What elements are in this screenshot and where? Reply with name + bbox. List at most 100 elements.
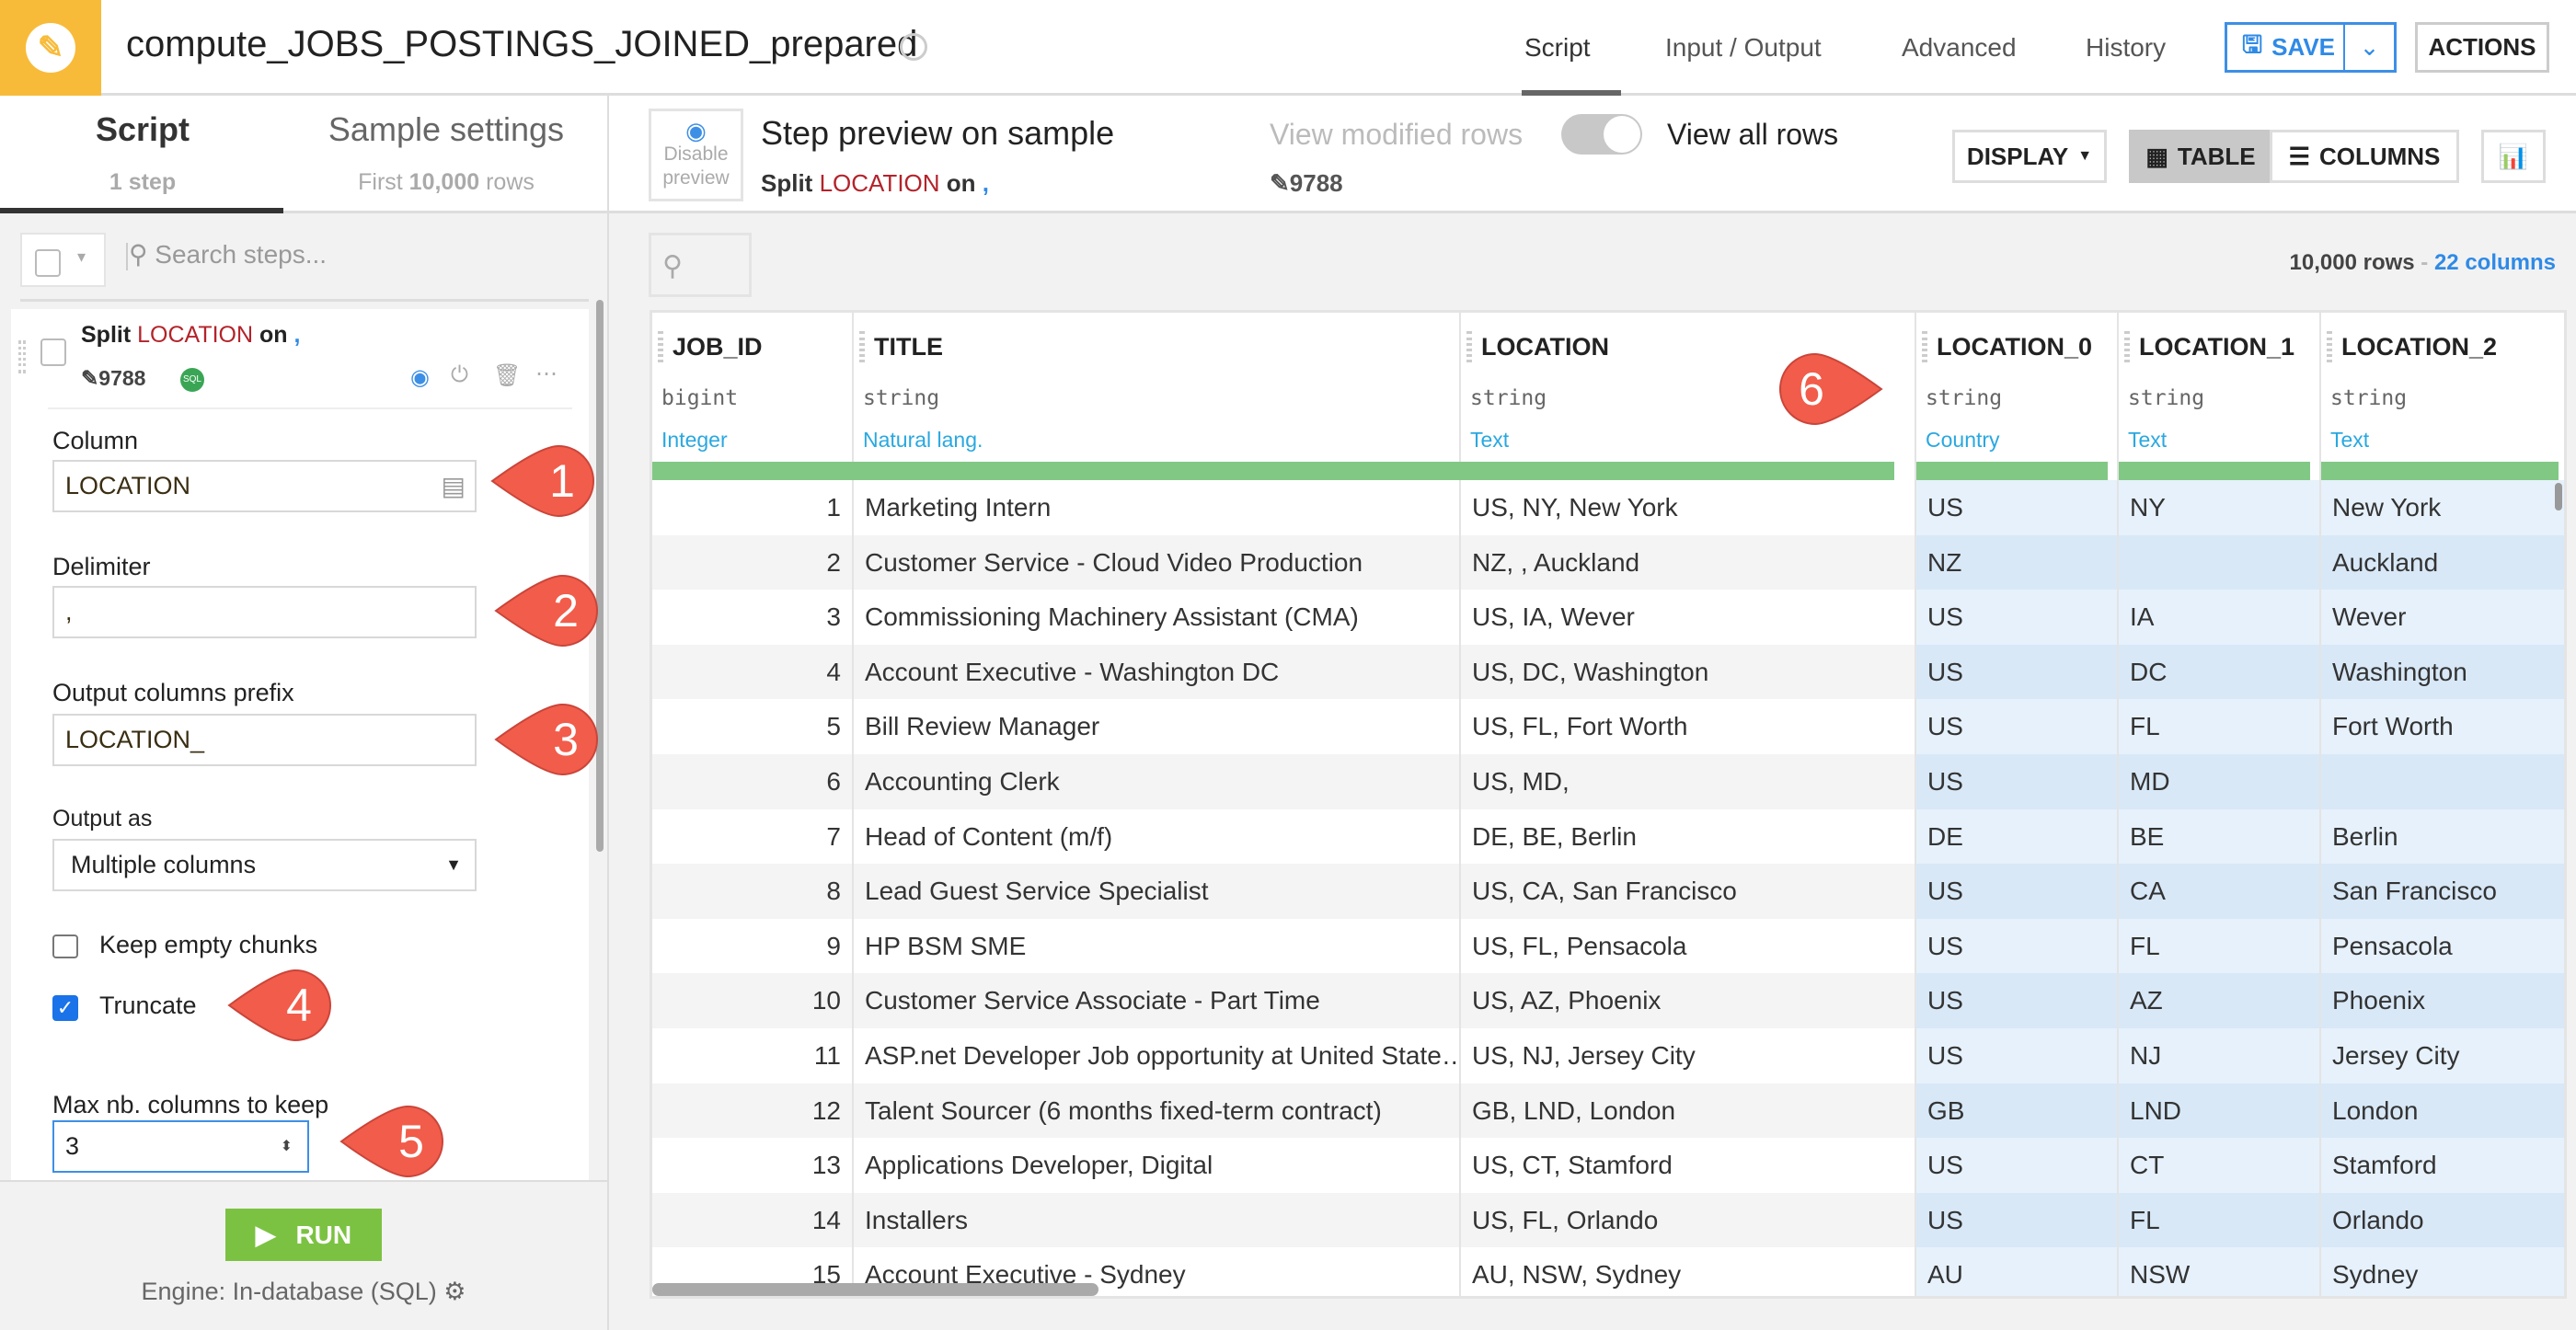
table-cell[interactable]: Auckland <box>2321 534 2564 590</box>
table-cell[interactable]: DC <box>2119 644 2319 700</box>
table-cell[interactable]: MD <box>2119 754 2319 809</box>
drag-handle-icon[interactable] <box>1466 331 1472 362</box>
table-cell[interactable]: Applications Developer, Digital <box>854 1138 1459 1193</box>
column-storage-type[interactable]: string <box>1926 386 2003 410</box>
table-cell[interactable]: Customer Service - Cloud Video Productio… <box>854 534 1459 590</box>
actions-button[interactable]: ACTIONS <box>2415 22 2549 73</box>
step-checkbox[interactable] <box>40 338 66 366</box>
column-header-name[interactable]: LOCATION_1 <box>2139 333 2295 361</box>
table-cell[interactable]: US <box>1916 1192 2117 1248</box>
search-steps-input[interactable]: ⚲ Search steps... <box>129 239 327 269</box>
table-search-button[interactable]: ⚲ <box>649 233 752 297</box>
table-cell[interactable]: Lead Guest Service Specialist <box>854 864 1459 919</box>
compass-icon[interactable] <box>900 33 927 61</box>
checkbox[interactable] <box>35 249 61 277</box>
drag-handle-icon[interactable] <box>2124 331 2130 362</box>
column-meaning[interactable]: Country <box>1926 428 2000 452</box>
table-cell[interactable]: 13 <box>652 1138 852 1193</box>
recipe-logo[interactable]: ✎ <box>0 0 101 96</box>
column-input[interactable]: LOCATION ▤ <box>52 460 477 512</box>
column-storage-type[interactable]: string <box>2330 386 2408 410</box>
table-cell[interactable]: CA <box>2119 864 2319 919</box>
chevron-down-icon[interactable]: ⌄ <box>2343 25 2394 70</box>
table-cell[interactable]: US, MD, <box>1461 754 1915 809</box>
table-view-button[interactable]: ▦ TABLE <box>2129 130 2272 183</box>
table-cell[interactable]: DE, BE, Berlin <box>1461 808 1915 865</box>
caret-down-icon[interactable]: ▾ <box>77 247 86 266</box>
keep-empty-checkbox[interactable] <box>52 934 78 958</box>
table-cell[interactable]: Customer Service Associate - Part Time <box>854 973 1459 1028</box>
table-cell[interactable]: US <box>1916 699 2117 754</box>
table-cell[interactable]: Accounting Clerk <box>854 754 1459 809</box>
table-cell[interactable]: Stamford <box>2321 1138 2564 1193</box>
table-cell[interactable]: Jersey City <box>2321 1028 2564 1083</box>
table-cell[interactable]: CT <box>2119 1138 2319 1193</box>
table-cell[interactable]: US <box>1916 864 2117 919</box>
table-cell[interactable]: US, FL, Pensacola <box>1461 918 1915 974</box>
tab-sample-settings[interactable]: Sample settings First 10,000 rows <box>304 96 589 196</box>
column-meaning[interactable]: Text <box>2330 428 2370 452</box>
table-cell[interactable]: GB <box>1916 1083 2117 1139</box>
horizontal-scrollbar[interactable] <box>652 1283 1098 1296</box>
trash-icon[interactable]: 🗑 <box>493 363 522 388</box>
table-cell[interactable]: Pensacola <box>2321 918 2564 974</box>
table-cell[interactable]: HP BSM SME <box>854 918 1459 974</box>
display-dropdown[interactable]: DISPLAY ▼ <box>1952 130 2107 183</box>
table-cell[interactable]: US <box>1916 1138 2117 1193</box>
table-cell[interactable]: US, IA, Wever <box>1461 590 1915 645</box>
save-button[interactable]: 🖫 SAVE ⌄ <box>2225 22 2397 73</box>
column-storage-type[interactable]: string <box>863 386 940 410</box>
column-meaning[interactable]: Integer <box>661 428 728 452</box>
table-cell[interactable]: NJ <box>2119 1028 2319 1083</box>
column-header-name[interactable]: LOCATION_0 <box>1937 333 2093 361</box>
table-cell[interactable]: US, CT, Stamford <box>1461 1138 1915 1193</box>
table-cell[interactable]: US <box>1916 973 2117 1028</box>
table-cell[interactable]: FL <box>2119 918 2319 974</box>
table-cell[interactable]: Talent Sourcer (6 months fixed-term cont… <box>854 1083 1459 1139</box>
disable-preview-button[interactable]: ◉ Disable preview <box>649 109 743 201</box>
table-cell[interactable]: Account Executive - Washington DC <box>854 644 1459 700</box>
table-cell[interactable]: US, FL, Orlando <box>1461 1192 1915 1248</box>
table-cell[interactable]: 10 <box>652 973 852 1028</box>
table-cell[interactable]: AZ <box>2119 973 2319 1028</box>
table-cell[interactable]: Wever <box>2321 590 2564 645</box>
column-storage-type[interactable]: string <box>1470 386 1547 410</box>
engine-label[interactable]: Engine: In-database (SQL) ⚙ <box>141 1278 466 1305</box>
tab-advanced[interactable]: Advanced <box>1902 33 2017 62</box>
column-picker-icon[interactable]: ▤ <box>441 472 466 500</box>
table-cell[interactable]: Commissioning Machinery Assistant (CMA) <box>854 590 1459 645</box>
table-cell[interactable]: US, CA, San Francisco <box>1461 864 1915 919</box>
table-cell[interactable]: FL <box>2119 1192 2319 1248</box>
table-cell[interactable]: Marketing Intern <box>854 480 1459 535</box>
table-cell[interactable]: 4 <box>652 644 852 700</box>
table-cell[interactable]: Phoenix <box>2321 973 2564 1028</box>
vertical-scrollbar[interactable] <box>2555 483 2562 510</box>
table-cell[interactable]: AU <box>1916 1247 2117 1296</box>
table-cell[interactable]: DE <box>1916 808 2117 865</box>
table-cell[interactable]: GB, LND, London <box>1461 1083 1915 1139</box>
table-cell[interactable]: 11 <box>652 1028 852 1083</box>
table-cell[interactable]: New York <box>2321 480 2564 535</box>
drag-handle-icon[interactable] <box>2327 331 2332 362</box>
column-header-name[interactable]: JOB_ID <box>673 333 763 361</box>
table-cell[interactable]: 1 <box>652 480 852 535</box>
table-cell[interactable]: US, AZ, Phoenix <box>1461 973 1915 1028</box>
more-icon[interactable]: ⋯ <box>535 361 558 386</box>
table-cell[interactable]: 7 <box>652 808 852 865</box>
column-storage-type[interactable]: string <box>2128 386 2205 410</box>
run-button[interactable]: ▶ RUN <box>225 1209 382 1261</box>
drag-handle-icon[interactable] <box>859 331 865 362</box>
table-cell[interactable]: US, NJ, Jersey City <box>1461 1028 1915 1083</box>
tab-script-steps[interactable]: Script 1 step <box>0 96 285 196</box>
column-header-name[interactable]: LOCATION_2 <box>2341 333 2498 361</box>
chart-icon[interactable]: 📊 <box>2481 130 2546 183</box>
table-cell[interactable]: Washington <box>2321 644 2564 700</box>
columns-link[interactable]: 22 columns <box>2433 250 2556 275</box>
drag-handle-icon[interactable] <box>1922 331 1927 362</box>
table-cell[interactable]: London <box>2321 1083 2564 1139</box>
column-meaning[interactable]: Text <box>1470 428 1510 452</box>
power-icon[interactable]: ⏻ <box>451 362 468 387</box>
table-cell[interactable]: 3 <box>652 590 852 645</box>
table-cell[interactable]: Sydney <box>2321 1247 2564 1296</box>
tab-history[interactable]: History <box>2086 33 2167 62</box>
